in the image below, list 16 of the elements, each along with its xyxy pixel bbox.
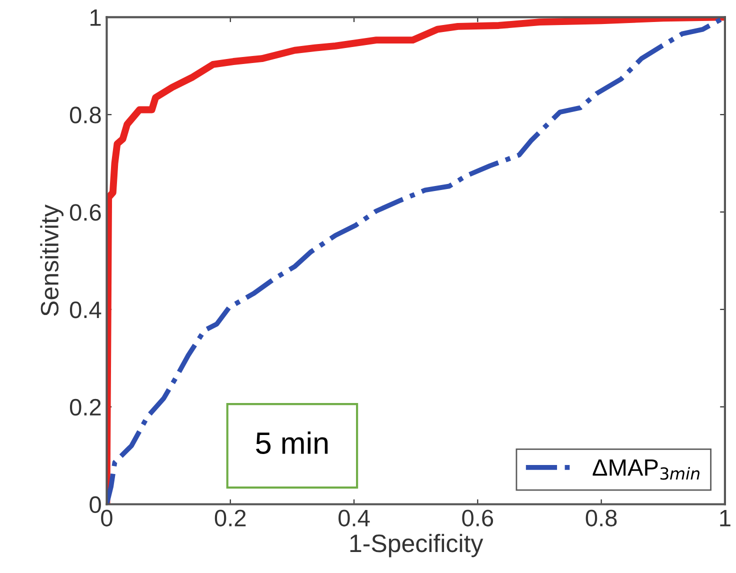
annotation: 5 min — [256, 432, 328, 454]
x-tick-label: 0.6 — [462, 510, 494, 526]
x-tick-label: 0.2 — [214, 510, 246, 526]
y-tick-label: 0 — [90, 496, 101, 514]
y-axis-title: Sensitivity — [40, 204, 64, 316]
y-tick-label: 0.8 — [70, 106, 101, 124]
y-tick-label: 0.4 — [70, 301, 102, 318]
legend-label: ΔMAP$_{3min}$ — [592, 459, 700, 480]
y-tick-label: 1 — [90, 10, 101, 26]
x-tick-label: 0.8 — [586, 510, 617, 526]
x-tick-label: 0 — [101, 510, 112, 526]
y-tick-label: 0.2 — [70, 398, 101, 416]
x-axis-title: 1-Specificity — [350, 534, 484, 558]
y-tick-label: 0.6 — [70, 204, 101, 221]
x-tick-label: 1 — [720, 510, 730, 526]
x-tick-label: 0.4 — [338, 510, 370, 526]
